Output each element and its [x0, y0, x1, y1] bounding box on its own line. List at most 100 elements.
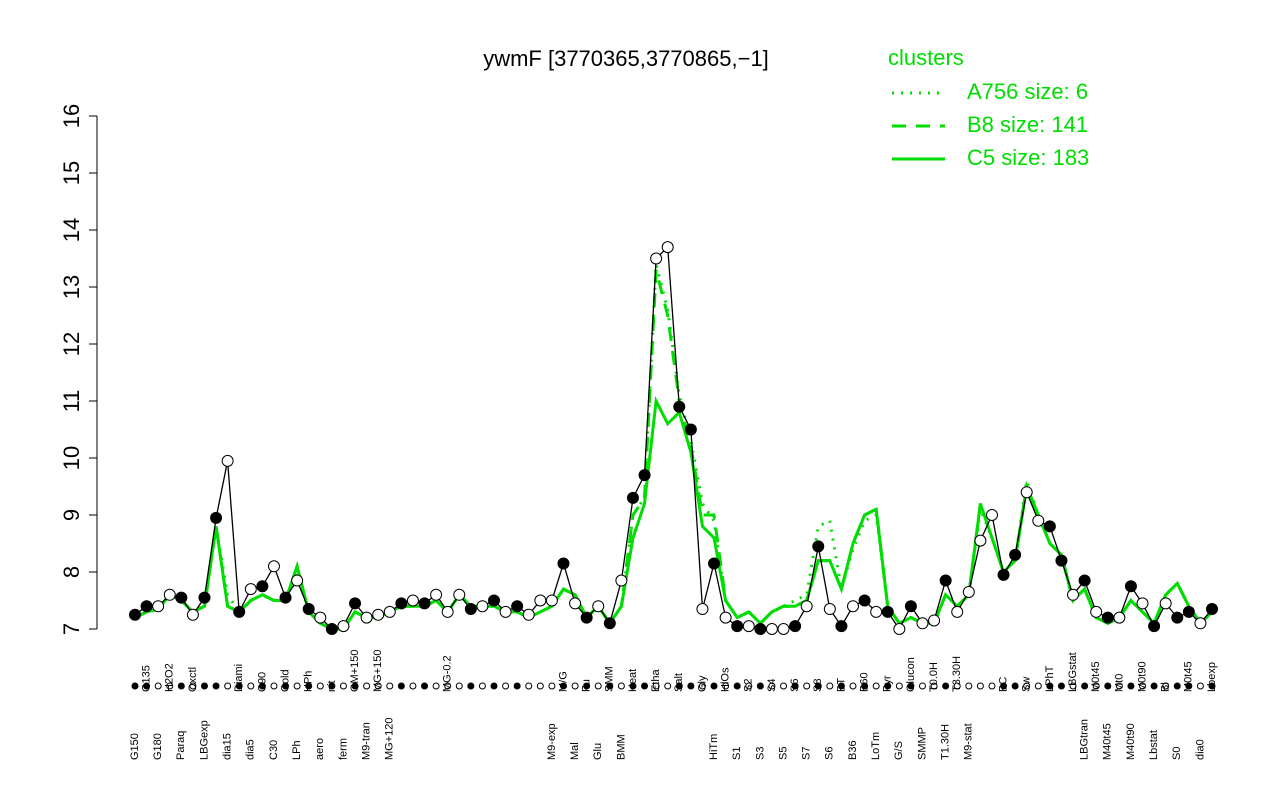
data-point [256, 580, 269, 593]
rug-point [1069, 682, 1077, 690]
data-point [696, 603, 709, 616]
data-point [569, 597, 582, 610]
rug-point [235, 682, 243, 690]
x-tick-label: SMM [604, 666, 616, 692]
rug-point [594, 682, 602, 690]
data-point [893, 623, 906, 635]
x-tick-label: T3.30H [951, 656, 963, 692]
legend-title: clusters [888, 45, 964, 70]
x-tick-label: dia0 [1194, 739, 1206, 760]
data-point [1148, 620, 1161, 633]
rug-point [571, 682, 579, 690]
data-point [684, 423, 697, 436]
rug-point [1011, 682, 1019, 690]
rug-point [409, 682, 417, 690]
x-tick-label: S7 [801, 747, 813, 760]
data-point [916, 617, 929, 630]
rug-point [212, 682, 220, 690]
x-tick-label: M0t90 [1136, 661, 1148, 692]
x-tick-label: T1.30H [940, 724, 952, 760]
data-point [650, 252, 663, 265]
rug-point [363, 682, 371, 690]
rug-point [502, 682, 510, 690]
data-point [372, 608, 385, 621]
rug-point [305, 682, 313, 690]
legend-label: A756 size: 6 [967, 79, 1088, 104]
data-point [1101, 611, 1114, 624]
data-point [626, 491, 639, 504]
rug-point [756, 682, 764, 690]
data-point [1206, 603, 1218, 616]
data-point [1067, 588, 1080, 601]
x-tick-label: MG-0.2 [442, 655, 454, 692]
data-point [163, 588, 176, 601]
data-point [754, 623, 767, 635]
x-tick-label: G/S [893, 741, 905, 760]
y-tick-label: 8 [59, 566, 84, 578]
x-tick-label: H2O2 [164, 663, 176, 692]
x-tick-label: dia15 [222, 733, 234, 760]
rug-point [177, 682, 185, 690]
data-point [1194, 617, 1207, 630]
x-tick-label: T0.0H [928, 662, 940, 692]
data-point [1182, 605, 1195, 618]
data-point [418, 597, 431, 610]
data-point [337, 620, 350, 633]
x-tick-label: BT [835, 678, 847, 692]
y-tick-label: 13 [59, 275, 84, 299]
data-point [870, 605, 883, 618]
x-tick-label: Heat [627, 669, 639, 692]
rug-point [687, 682, 695, 690]
data-point [800, 600, 813, 613]
x-tick-label: B60 [858, 672, 870, 692]
x-tick-label: MG+120 [384, 718, 396, 761]
x-tick-label: S1 [731, 747, 743, 760]
rug-point [1150, 682, 1158, 690]
y-tick-label: 14 [59, 218, 84, 242]
rug-point [1208, 682, 1216, 690]
data-point [349, 597, 362, 610]
rug-point [675, 682, 683, 690]
x-tick-label: HlOs [720, 667, 732, 692]
rug-point [490, 682, 498, 690]
rug-point [710, 682, 718, 690]
y-tick-label: 7 [59, 623, 84, 635]
x-tick-label: Lbstat [1148, 730, 1160, 760]
data-point [904, 600, 917, 613]
x-tick-label: S6 [824, 747, 836, 760]
data-point [291, 574, 304, 587]
x-tick-label: ferm [337, 738, 349, 760]
data-point [673, 400, 686, 413]
data-point [1171, 611, 1184, 624]
data-point [441, 605, 454, 618]
rug-point [351, 682, 359, 690]
y-tick-label: 16 [59, 104, 84, 128]
rug-point [397, 682, 405, 690]
data-point [267, 560, 280, 573]
rug-point [861, 682, 869, 690]
data-point [1043, 520, 1056, 533]
data-point [708, 557, 721, 570]
rug-point [467, 682, 475, 690]
rug-point [1196, 682, 1204, 690]
rug-point [826, 682, 834, 690]
data-point [557, 557, 570, 570]
x-tick-label: LBGexp [198, 720, 210, 760]
chart-title: ywmF [3770365,3770865,−1] [483, 46, 769, 71]
x-tick-label: M0t45 [1183, 661, 1195, 692]
x-tick-label: LPh [291, 740, 303, 760]
rug-point [745, 682, 753, 690]
data-point [765, 623, 778, 635]
x-tick-label: Mal [569, 742, 581, 760]
expression-line [134, 245, 1213, 631]
rug-point [1115, 682, 1123, 690]
x-tick-label: S5 [777, 747, 789, 760]
x-tick-label: M9-stat [963, 723, 975, 760]
rug-point [768, 682, 776, 690]
x-tick-label: S4 [766, 679, 778, 692]
x-tick-label: Paraq [175, 731, 187, 760]
x-tick-label: B36 [847, 740, 859, 760]
data-point [314, 611, 327, 624]
x-tick-label: G135 [140, 665, 152, 692]
data-point [464, 603, 477, 616]
